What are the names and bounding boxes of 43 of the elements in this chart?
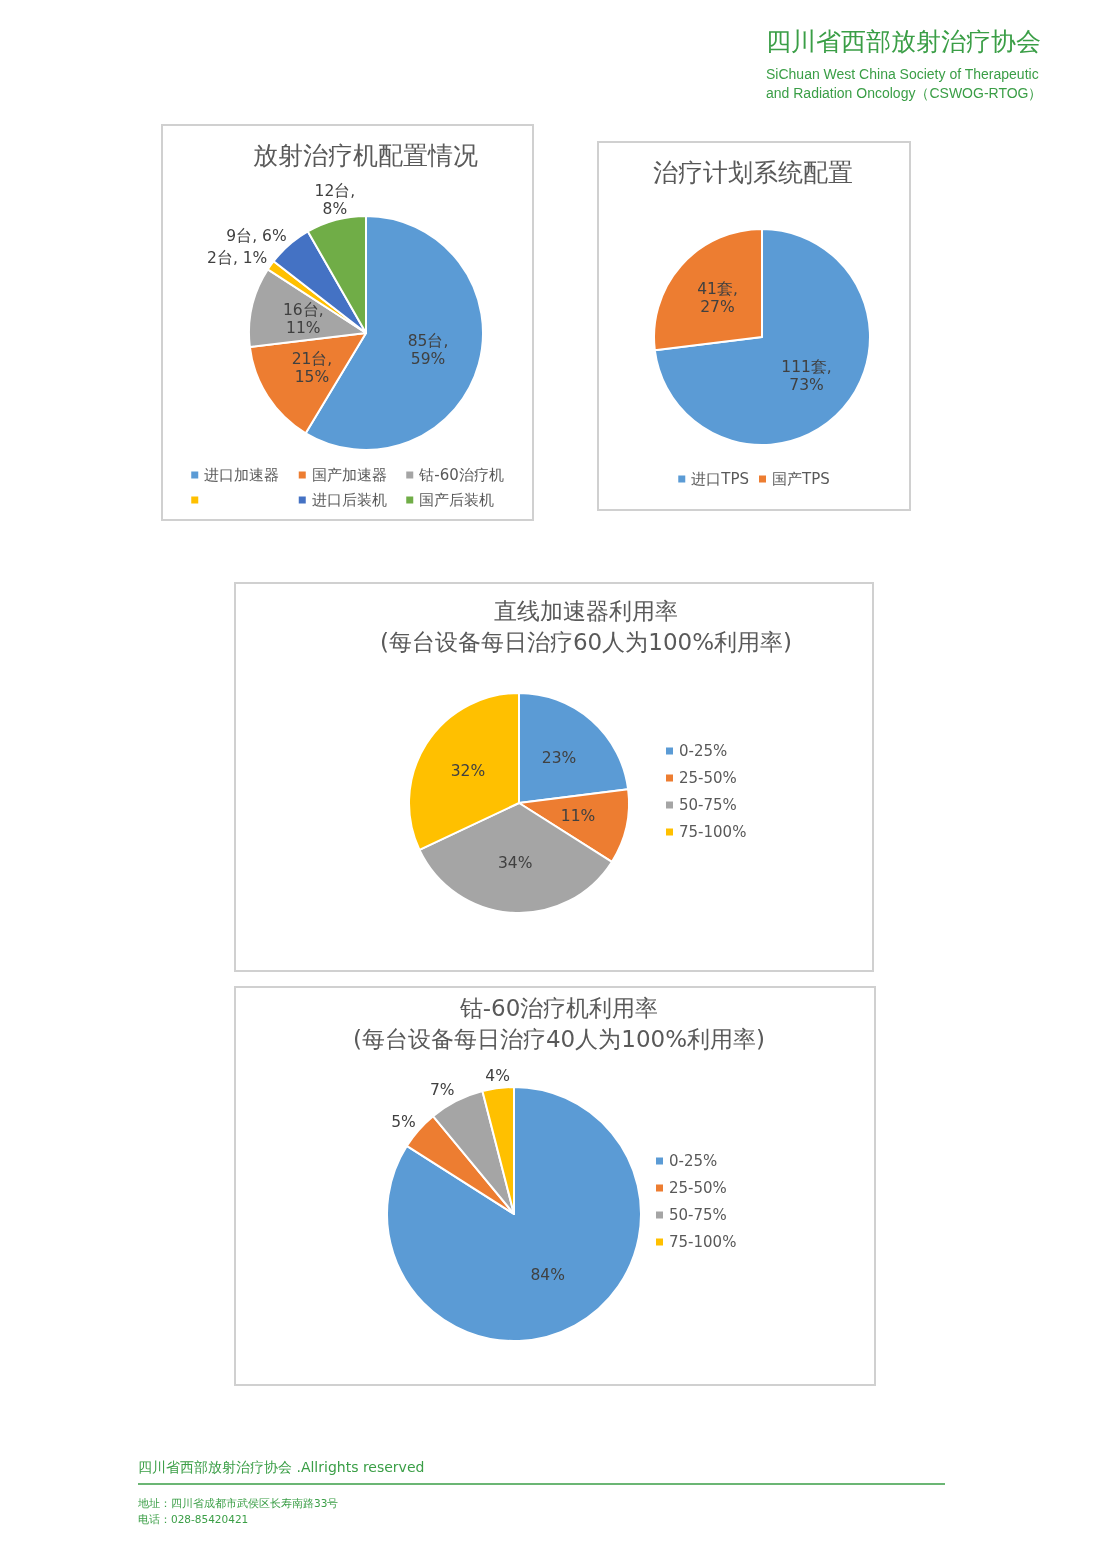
- pie-slice: [653, 228, 871, 446]
- chart-title: 放射治疗机配置情况: [252, 140, 478, 170]
- text: SiChuan West China Society of Therapeutic and Radiation Oncology（CSWOG-RTOG）: [766, 66, 1043, 101]
- chart-subtitle: (每台设备每日治疗40人为100%利用率): [353, 1026, 765, 1052]
- text: 电话：028-85420421: [138, 1512, 249, 1525]
- legend-label: 25-50%: [669, 1179, 727, 1197]
- data-label: 9台, 6%: [226, 226, 287, 245]
- legend-label: 进口加速器: [204, 466, 280, 484]
- legend-label: 国产加速器: [311, 466, 387, 484]
- legend-label: 75-100%: [669, 1233, 737, 1251]
- legend-label: 0-25%: [679, 742, 728, 760]
- data-label: 16台, 11%: [282, 300, 324, 337]
- legend-label: 钴-60治疗机: [418, 466, 504, 484]
- data-label: 11%: [560, 807, 596, 826]
- data-label: 21台, 15%: [291, 349, 333, 386]
- data-label: 12台, 8%: [314, 182, 356, 219]
- legend-label: 进口TPS: [691, 470, 749, 488]
- chart-title: 钴-60治疗机利用率: [458, 995, 659, 1021]
- chart-subtitle: (每台设备每日治疗60人为100%利用率): [380, 629, 792, 655]
- text: 四川省西部放射治疗协会: [766, 26, 1041, 56]
- data-label: 2台, 1%: [207, 249, 268, 268]
- legend-label: 0-25%: [669, 1152, 718, 1170]
- legend-label: 50-75%: [669, 1206, 727, 1224]
- legend-label: 国产后装机: [419, 491, 495, 509]
- text: 地址：四川省成都市武侯区长寿南路33号: [137, 1497, 339, 1509]
- data-label: 85台, 59%: [407, 332, 449, 369]
- text: 四川省西部放射治疗协会 .Allrights reserved: [138, 1459, 425, 1475]
- data-label: 32%: [450, 761, 486, 780]
- legend-label: 50-75%: [679, 796, 737, 814]
- data-label: 111套, 73%: [781, 358, 832, 395]
- legend-label: 75-100%: [679, 823, 747, 841]
- legend-label: 国产TPS: [772, 470, 830, 488]
- data-label: 23%: [541, 748, 577, 767]
- data-label: 41套, 27%: [697, 279, 738, 316]
- data-label: 5%: [391, 1113, 416, 1132]
- data-label: 34%: [497, 854, 533, 873]
- chart-title: 直线加速器利用率: [494, 598, 678, 624]
- legend-label: 25-50%: [679, 769, 737, 787]
- data-label: 7%: [429, 1081, 455, 1100]
- data-label: 84%: [530, 1266, 565, 1285]
- chart-title: 治疗计划系统配置: [653, 157, 853, 187]
- legend-label: 进口后装机: [311, 491, 387, 509]
- data-label: 4%: [485, 1067, 510, 1085]
